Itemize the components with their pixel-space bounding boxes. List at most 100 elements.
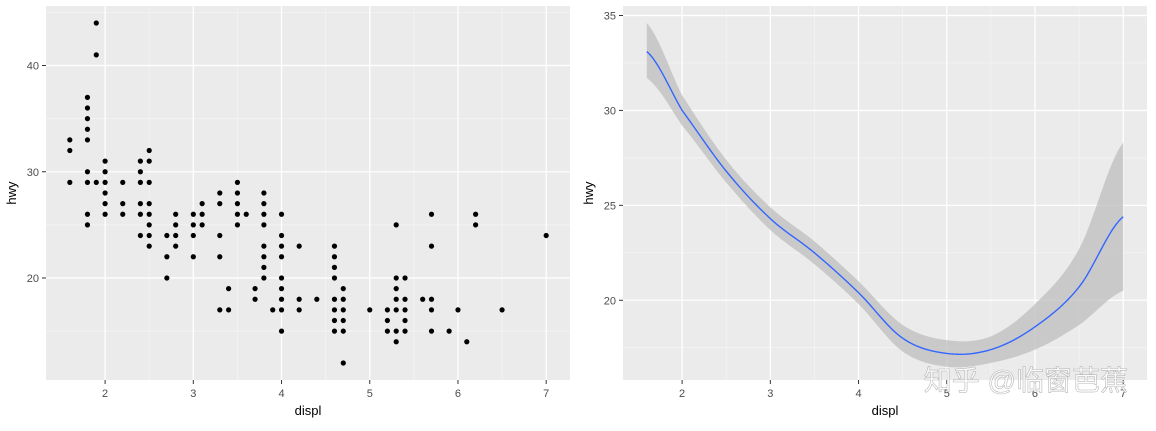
- smooth-x-axis-label: displ: [872, 403, 899, 418]
- scatter-point: [428, 243, 435, 249]
- scatter-point: [402, 275, 408, 281]
- scatter-point: [402, 317, 408, 324]
- scatter-point: [261, 243, 267, 249]
- scatter-point: [84, 105, 91, 111]
- scatter-point: [146, 179, 152, 185]
- scatter-point: [164, 275, 170, 281]
- scatter-point: [261, 211, 267, 217]
- scatter-point: [67, 179, 73, 185]
- smooth-x-tick-label: 2: [679, 388, 685, 400]
- scatter-point: [428, 211, 435, 217]
- scatter-point: [473, 222, 479, 228]
- smooth-x-tick-label: 4: [855, 388, 861, 400]
- confidence-ribbon: [646, 23, 1124, 368]
- scatter-point: [146, 201, 152, 207]
- scatter-point: [93, 20, 99, 26]
- scatter-point: [164, 232, 170, 239]
- scatter-point: [340, 360, 346, 366]
- scatter-point: [278, 243, 285, 249]
- scatter-point: [455, 307, 461, 313]
- scatter-point: [234, 201, 241, 207]
- scatter-point: [393, 286, 399, 292]
- scatter-point: [93, 179, 99, 185]
- scatter-point: [137, 201, 143, 207]
- scatter-point: [146, 232, 152, 239]
- scatter-point: [137, 232, 143, 239]
- scatter-point: [499, 307, 505, 313]
- scatter-point: [190, 211, 196, 217]
- scatter-point: [173, 232, 179, 239]
- scatter-x-axis-label: displ: [295, 403, 322, 418]
- scatter-point: [278, 275, 285, 281]
- scatter-point: [217, 232, 223, 239]
- scatter-point: [243, 211, 249, 217]
- scatter-x-tick-label: 3: [190, 388, 196, 400]
- smooth-line: [646, 51, 1124, 355]
- scatter-point: [296, 296, 302, 302]
- scatter-point: [102, 169, 108, 175]
- scatter-point: [67, 147, 73, 154]
- scatter-point: [464, 339, 470, 345]
- scatter-point: [473, 211, 479, 217]
- scatter-grid: [46, 6, 570, 380]
- scatter-point: [93, 52, 99, 58]
- scatter-point: [146, 147, 152, 154]
- scatter-point: [190, 222, 196, 228]
- scatter-point: [234, 211, 241, 217]
- scatter-point: [226, 286, 232, 292]
- scatter-y-tick-label: 30: [27, 167, 39, 179]
- scatter-point: [234, 179, 241, 185]
- scatter-point: [84, 126, 91, 132]
- scatter-point: [278, 328, 285, 334]
- scatter-point: [393, 339, 399, 345]
- scatter-point: [102, 190, 108, 196]
- scatter-point: [331, 264, 338, 270]
- scatter-point: [402, 296, 408, 302]
- scatter-x-tick-label: 2: [102, 388, 108, 400]
- scatter-point: [340, 328, 346, 334]
- scatter-point: [252, 296, 258, 302]
- scatter-point: [428, 296, 435, 302]
- scatter-point: [84, 94, 91, 100]
- scatter-point: [120, 201, 126, 207]
- smooth-x-tick-label: 6: [1032, 388, 1038, 400]
- scatter-x-tick-label: 5: [367, 388, 373, 400]
- scatter-point: [261, 190, 267, 196]
- scatter-point: [331, 254, 338, 260]
- scatter-point: [199, 201, 205, 207]
- scatter-axes: 2 3 4 5 6 7 20 30 40: [27, 61, 549, 401]
- scatter-point: [393, 296, 399, 302]
- smooth-x-tick-label: 5: [944, 388, 950, 400]
- scatter-point: [543, 232, 549, 239]
- scatter-point: [384, 328, 390, 334]
- scatter-y-axis-label: hwy: [4, 181, 19, 205]
- scatter-point: [261, 201, 267, 207]
- smooth-y-tick-label: 35: [604, 10, 616, 22]
- scatter-point: [278, 232, 285, 239]
- scatter-point: [384, 307, 390, 313]
- scatter-point: [261, 264, 267, 270]
- smooth-y-tick-label: 25: [604, 200, 616, 212]
- scatter-point: [102, 201, 108, 207]
- scatter-point: [331, 317, 338, 324]
- scatter-point: [252, 286, 258, 292]
- scatter-point: [420, 296, 426, 302]
- scatter-point: [84, 211, 91, 217]
- scatter-points: [67, 20, 549, 366]
- scatter-y-tick-label: 20: [27, 273, 39, 285]
- scatter-point: [173, 243, 179, 249]
- scatter-point: [278, 254, 285, 260]
- scatter-point: [393, 307, 399, 313]
- smooth-x-tick-label: 3: [767, 388, 773, 400]
- scatter-point: [190, 232, 196, 239]
- scatter-point: [84, 137, 91, 143]
- scatter-point: [137, 211, 143, 217]
- scatter-x-tick-label: 7: [543, 388, 549, 400]
- scatter-point: [367, 307, 373, 313]
- scatter-point: [446, 328, 452, 334]
- scatter-point: [146, 158, 152, 164]
- scatter-plot: 2 3 4 5 6 7 20 30 40 displ hwy: [4, 6, 570, 418]
- scatter-x-tick-label: 4: [278, 388, 284, 400]
- scatter-point: [261, 222, 267, 228]
